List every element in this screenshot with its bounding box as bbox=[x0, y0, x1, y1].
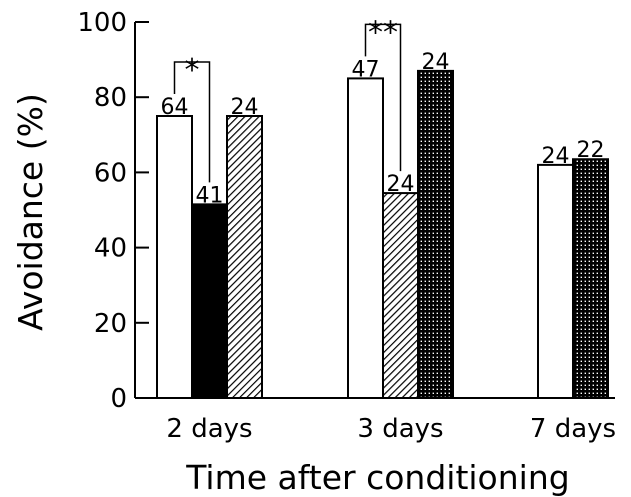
bar-hatched bbox=[382, 192, 419, 399]
x-category-label: 7 days bbox=[530, 414, 616, 444]
significance-bracket bbox=[364, 23, 402, 172]
bar-sample-size-label: 47 bbox=[352, 57, 380, 82]
bar-dotted bbox=[572, 158, 609, 399]
x-category-label: 2 days bbox=[166, 414, 252, 444]
bar-white bbox=[347, 77, 384, 400]
significance-marker: ** bbox=[368, 15, 398, 50]
significance-bracket bbox=[173, 61, 211, 183]
bar-white bbox=[537, 163, 574, 399]
x-category-label: 3 days bbox=[357, 414, 443, 444]
y-tick-label: 60 bbox=[94, 158, 127, 188]
y-tick-label: 80 bbox=[94, 83, 127, 113]
y-axis-title: Avoidance (%) bbox=[11, 93, 50, 331]
bar-sample-size-label: 24 bbox=[542, 144, 570, 169]
y-tick-label: 40 bbox=[94, 234, 127, 264]
y-tick-label: 100 bbox=[77, 8, 127, 38]
bar-sample-size-label: 24 bbox=[422, 50, 450, 75]
bar-sample-size-label: 41 bbox=[196, 183, 224, 208]
bar-sample-size-label: 24 bbox=[387, 172, 415, 197]
significance-marker: * bbox=[185, 53, 200, 88]
y-tick-label: 0 bbox=[110, 384, 127, 414]
bar-sample-size-label: 64 bbox=[161, 95, 189, 120]
y-tick-label: 20 bbox=[94, 309, 127, 339]
bar-sample-size-label: 22 bbox=[577, 138, 605, 163]
x-axis-title: Time after conditioning bbox=[185, 458, 569, 497]
bar-sample-size-label: 24 bbox=[231, 95, 259, 120]
bar-hatched bbox=[226, 115, 263, 399]
bar-white bbox=[156, 115, 193, 399]
bar-dotted bbox=[417, 69, 454, 399]
bar-black bbox=[191, 203, 228, 399]
